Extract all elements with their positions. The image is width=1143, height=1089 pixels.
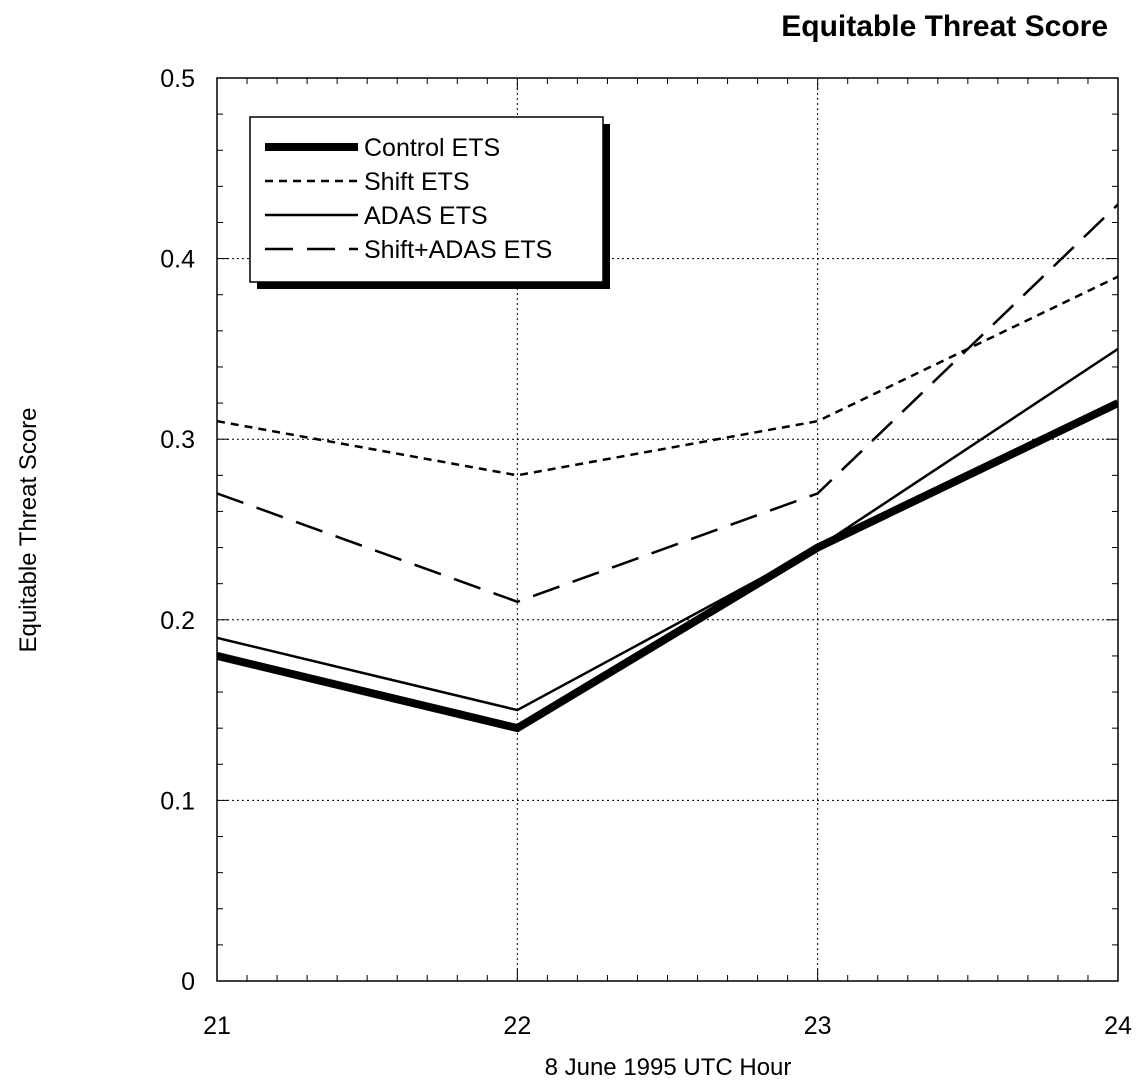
y-tick-label: 0.3 xyxy=(160,426,195,454)
x-tick-label: 24 xyxy=(1104,1012,1132,1040)
series-line-2 xyxy=(217,347,1118,712)
legend: Control ETS Shift ETS ADAS ETS Shift+ADAS E… xyxy=(249,116,610,289)
plot-area-frame xyxy=(216,77,1119,982)
chart-title: Equitable Threat Score xyxy=(781,10,1108,43)
y-axis-title: Equitable Threat Score xyxy=(15,407,42,652)
y-tick-label: 0.1 xyxy=(160,787,195,815)
legend-label: ADAS ETS xyxy=(364,202,488,230)
legend-label: Shift ETS xyxy=(364,168,470,196)
series-line-3 xyxy=(217,203,1118,604)
series-line-1 xyxy=(217,275,1118,477)
x-tick-label: 23 xyxy=(804,1012,832,1040)
x-tick-label: 21 xyxy=(203,1012,231,1040)
legend-label: Shift+ADAS ETS xyxy=(364,236,552,264)
y-tick-label: 0.4 xyxy=(160,246,195,274)
y-tick-label: 0 xyxy=(181,968,195,996)
legend-label: Control ETS xyxy=(364,134,500,162)
y-tick-label: 0.5 xyxy=(160,65,195,93)
x-tick-label: 22 xyxy=(503,1012,531,1040)
x-tick-labels: 21 22 23 24 xyxy=(203,1012,1132,1040)
y-tick-labels: 0 0.1 0.2 0.3 0.4 0.5 xyxy=(160,65,195,996)
x-axis-title: 8 June 1995 UTC Hour xyxy=(545,1054,792,1081)
series-line-0 xyxy=(217,399,1118,733)
y-tick-label: 0.2 xyxy=(160,607,195,635)
series-lines xyxy=(217,203,1118,733)
